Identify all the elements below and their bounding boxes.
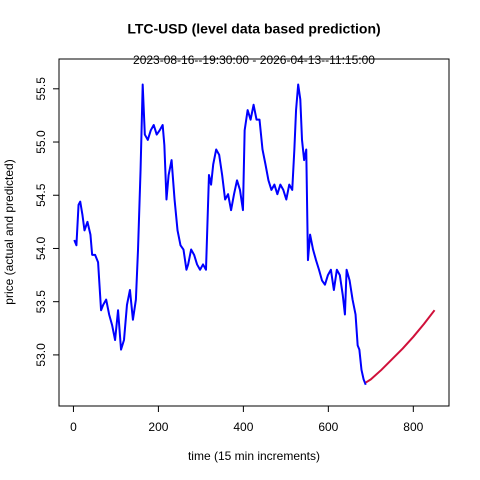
y-tick-label: 54.5 bbox=[34, 183, 48, 207]
x-tick-label: 600 bbox=[318, 420, 338, 434]
y-tick-label: 53.5 bbox=[34, 290, 48, 314]
x-tick-label: 200 bbox=[148, 420, 168, 434]
chart-title: LTC-USD (level data based prediction) bbox=[127, 21, 380, 37]
chart-subtitle: 2023-08-16--19:30:00 - 2026-04-13--11:15… bbox=[133, 53, 375, 67]
series-line bbox=[365, 309, 436, 384]
x-tick-label: 0 bbox=[70, 420, 77, 434]
y-tick-label: 53.0 bbox=[34, 343, 48, 367]
y-axis-label: price (actual and predicted) bbox=[2, 159, 16, 304]
x-tick-label: 800 bbox=[403, 420, 423, 434]
x-tick-label: 400 bbox=[233, 420, 253, 434]
plot-frame bbox=[58, 58, 450, 407]
y-tick-label: 54.0 bbox=[34, 236, 48, 260]
y-tick-label: 55.0 bbox=[34, 130, 48, 154]
x-axis-label: time (15 min increments) bbox=[188, 449, 320, 463]
series-line bbox=[73, 83, 367, 386]
y-tick-label: 55.5 bbox=[34, 77, 48, 101]
